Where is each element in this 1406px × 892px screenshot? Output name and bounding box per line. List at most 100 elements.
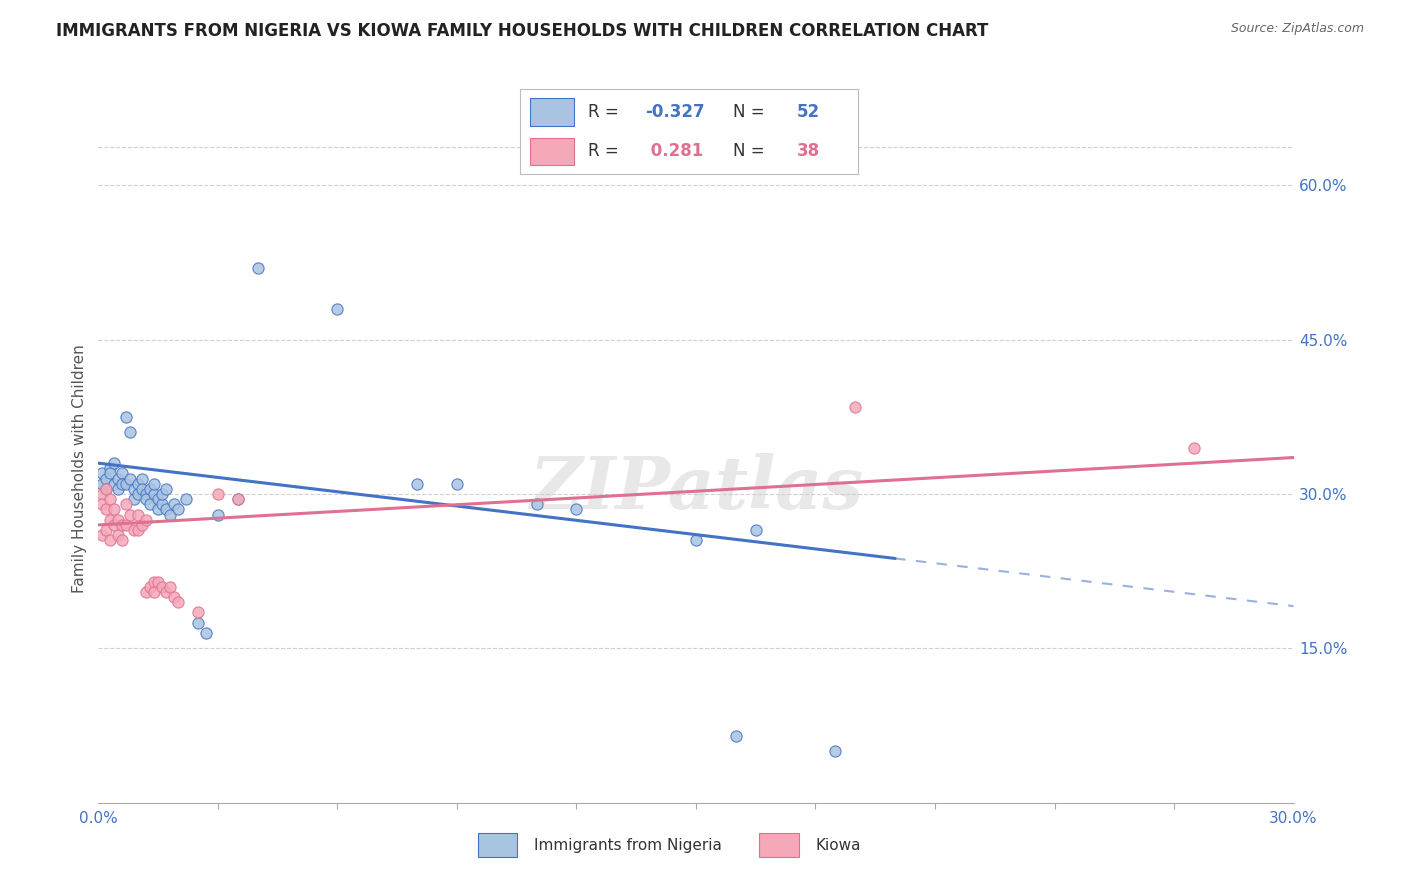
Point xyxy=(246,260,269,275)
Point xyxy=(143,476,166,491)
Text: N =: N = xyxy=(733,103,769,120)
Point xyxy=(107,513,129,527)
Point xyxy=(100,492,122,507)
Text: R =: R = xyxy=(588,103,624,120)
Point xyxy=(115,497,138,511)
Point xyxy=(124,482,146,496)
Point xyxy=(143,487,166,501)
Point xyxy=(844,400,866,414)
Point xyxy=(135,584,157,599)
Point xyxy=(143,574,166,589)
Point xyxy=(174,492,197,507)
Point xyxy=(120,472,142,486)
Point xyxy=(148,502,170,516)
Point xyxy=(195,626,218,640)
Point xyxy=(103,456,125,470)
Point xyxy=(824,744,846,758)
Point xyxy=(226,492,249,507)
Point xyxy=(135,492,157,507)
Point xyxy=(150,487,173,501)
Point xyxy=(150,580,173,594)
Point xyxy=(127,523,149,537)
Point xyxy=(143,584,166,599)
Text: ZIPatlas: ZIPatlas xyxy=(529,453,863,524)
Point xyxy=(139,580,162,594)
Point xyxy=(91,476,114,491)
Text: 0.281: 0.281 xyxy=(645,143,703,161)
Text: IMMIGRANTS FROM NIGERIA VS KIOWA FAMILY HOUSEHOLDS WITH CHILDREN CORRELATION CHA: IMMIGRANTS FROM NIGERIA VS KIOWA FAMILY … xyxy=(56,22,988,40)
Point xyxy=(207,487,229,501)
Point xyxy=(565,502,588,516)
Point xyxy=(1182,441,1205,455)
Point xyxy=(107,472,129,486)
Point xyxy=(120,425,142,440)
Point xyxy=(91,528,114,542)
Point xyxy=(148,492,170,507)
Point xyxy=(135,487,157,501)
Point xyxy=(135,513,157,527)
Point xyxy=(115,476,138,491)
Point xyxy=(96,482,118,496)
Point xyxy=(115,409,138,424)
Point xyxy=(406,476,429,491)
Point xyxy=(159,580,181,594)
Point xyxy=(103,476,125,491)
Point xyxy=(91,487,114,501)
Point xyxy=(167,502,190,516)
Y-axis label: Family Households with Children: Family Households with Children xyxy=(72,344,87,592)
Point xyxy=(111,467,134,481)
Point xyxy=(159,508,181,522)
Point xyxy=(124,492,146,507)
Point xyxy=(139,497,162,511)
Point xyxy=(100,461,122,475)
Point xyxy=(150,497,173,511)
Point xyxy=(446,476,468,491)
Text: Immigrants from Nigeria: Immigrants from Nigeria xyxy=(534,838,723,853)
Point xyxy=(100,467,122,481)
Text: Source: ZipAtlas.com: Source: ZipAtlas.com xyxy=(1230,22,1364,36)
Point xyxy=(124,523,146,537)
Text: N =: N = xyxy=(733,143,769,161)
Point xyxy=(745,523,768,537)
Text: Kiowa: Kiowa xyxy=(815,838,860,853)
Point xyxy=(685,533,707,548)
Point xyxy=(326,301,349,316)
Text: 38: 38 xyxy=(797,143,820,161)
Point xyxy=(155,482,177,496)
Point xyxy=(167,595,190,609)
Point xyxy=(526,497,548,511)
Point xyxy=(91,467,114,481)
Point xyxy=(131,517,153,532)
Point xyxy=(100,533,122,548)
Point xyxy=(127,487,149,501)
Text: R =: R = xyxy=(588,143,628,161)
Point xyxy=(187,606,209,620)
Point xyxy=(155,502,177,516)
FancyBboxPatch shape xyxy=(759,833,799,857)
Point xyxy=(127,476,149,491)
Point xyxy=(139,482,162,496)
Point xyxy=(107,528,129,542)
Point xyxy=(100,513,122,527)
Point xyxy=(187,615,209,630)
Point xyxy=(103,502,125,516)
Point xyxy=(148,574,170,589)
Point xyxy=(96,523,118,537)
Point xyxy=(96,482,118,496)
FancyBboxPatch shape xyxy=(530,137,574,165)
Point xyxy=(96,502,118,516)
Point xyxy=(155,584,177,599)
Point xyxy=(131,472,153,486)
Point xyxy=(111,517,134,532)
Point xyxy=(226,492,249,507)
Point xyxy=(91,497,114,511)
Point xyxy=(127,508,149,522)
Point xyxy=(724,729,747,743)
Point xyxy=(115,517,138,532)
Point xyxy=(163,497,186,511)
Point xyxy=(207,508,229,522)
Text: -0.327: -0.327 xyxy=(645,103,704,120)
FancyBboxPatch shape xyxy=(530,98,574,126)
Point xyxy=(103,517,125,532)
Point xyxy=(107,482,129,496)
